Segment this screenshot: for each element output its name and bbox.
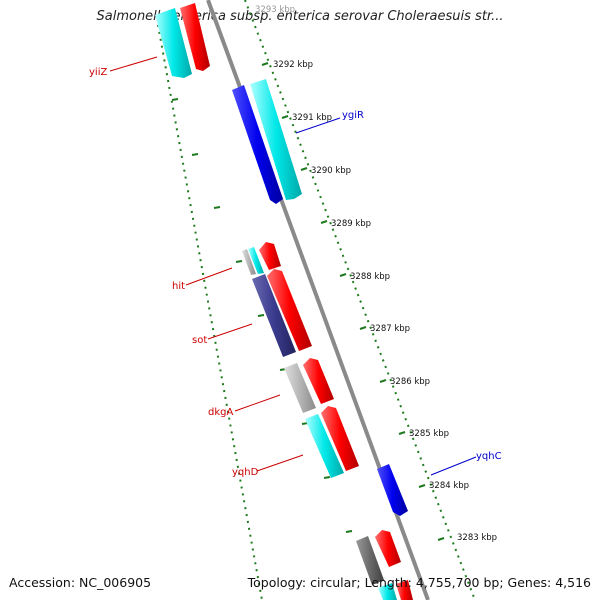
label-leaders	[109, 56, 477, 476]
reverse-strand-genes	[232, 79, 408, 516]
gene-label-sot[interactable]: sot	[192, 335, 207, 346]
kbp-tick-labels: 3293 kbp 3292 kbp 3291 kbp 3290 kbp 3289…	[255, 5, 497, 543]
gene-feature[interactable]	[377, 464, 408, 516]
kbp-label: 3286 kbp	[390, 377, 430, 387]
gene-feature[interactable]	[375, 530, 401, 567]
gene-feature[interactable]	[303, 358, 334, 404]
inner-tick-marks	[171, 98, 353, 533]
kbp-label: 3292 kbp	[273, 60, 313, 70]
gene-labels: yiiZ ygiR hit sot dkgA yqhD yqhC	[89, 67, 502, 478]
kbp-label: 3284 kbp	[429, 481, 469, 491]
gene-feature[interactable]	[250, 79, 302, 200]
gene-feature[interactable]	[396, 580, 413, 600]
kbp-label: 3290 kbp	[311, 166, 351, 176]
kbp-label: 3283 kbp	[457, 533, 497, 543]
gene-feature[interactable]	[259, 242, 281, 270]
gene-feature[interactable]	[242, 249, 256, 275]
kbp-label: 3285 kbp	[409, 429, 449, 439]
kbp-label: 3288 kbp	[350, 272, 390, 282]
forward-strand-genes	[155, 3, 413, 600]
gene-label-yqhD[interactable]: yqhD	[232, 467, 259, 478]
gene-feature[interactable]	[155, 8, 192, 78]
gene-label-yqhC[interactable]: yqhC	[476, 451, 502, 462]
gene-feature[interactable]	[252, 274, 296, 357]
genome-summary-text: Topology: circular; Length: 4,755,700 bp…	[247, 575, 591, 590]
gene-label-hit[interactable]: hit	[172, 281, 185, 292]
kbp-label: 3289 kbp	[331, 219, 371, 229]
gene-label-ygiR[interactable]: ygiR	[342, 110, 364, 121]
gene-feature[interactable]	[180, 3, 210, 71]
kbp-label: 3293 kbp	[255, 5, 295, 15]
gene-feature[interactable]	[232, 85, 283, 204]
accession-text: Accession: NC_006905	[9, 575, 152, 590]
gene-feature[interactable]	[305, 414, 344, 478]
gene-feature[interactable]	[378, 583, 397, 600]
gene-feature[interactable]	[248, 247, 264, 274]
kbp-label: 3291 kbp	[292, 113, 332, 123]
gene-label-yiiZ[interactable]: yiiZ	[89, 67, 107, 78]
gene-feature[interactable]	[356, 536, 384, 585]
gene-label-dkgA[interactable]: dkgA	[208, 407, 233, 418]
gene-feature[interactable]	[321, 406, 359, 471]
gene-feature[interactable]	[267, 269, 312, 351]
gene-feature[interactable]	[284, 363, 316, 413]
kbp-tick-marks	[261, 62, 445, 541]
kbp-label: 3287 kbp	[370, 324, 410, 334]
